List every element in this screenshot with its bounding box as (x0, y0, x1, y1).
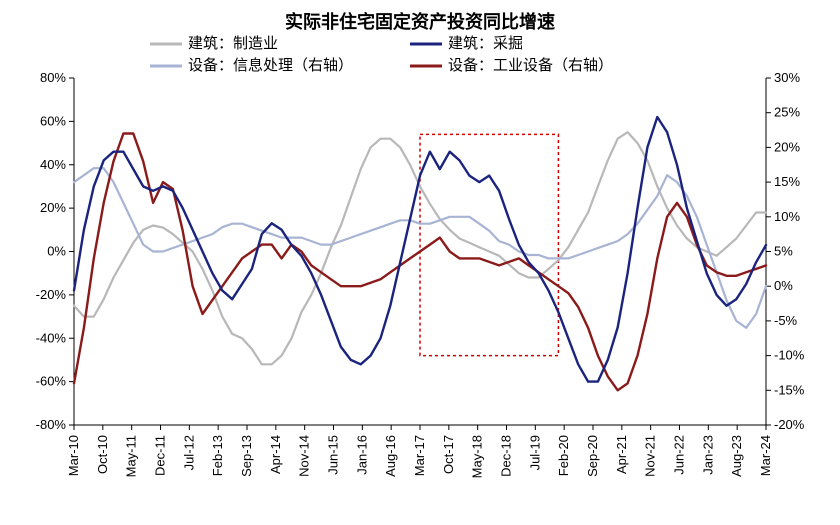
x-tick-label: Jul-19 (527, 435, 542, 470)
x-tick-label: Feb-20 (556, 435, 571, 476)
x-tick-label: Jan-16 (354, 435, 369, 475)
y-left-tick-label: 20% (40, 200, 66, 215)
line-chart: 实际非住宅固定资产投资同比增速建筑：制造业 建筑：采掘设备：信息处理（右轴） 设备：… (0, 0, 840, 525)
legend-label: 建筑：制造业 (188, 35, 278, 52)
x-tick-label: Apr-14 (268, 435, 283, 474)
x-tick-label: Nov-21 (643, 435, 658, 477)
y-axis-right: -20% -15% -10% -5% 0% 5% 10% 15% 20% 25% 30% (766, 70, 805, 432)
x-tick-label: Sep-20 (585, 435, 600, 477)
x-tick-label: Jun-15 (326, 435, 341, 475)
x-tick-label: Dec-18 (499, 435, 514, 477)
legend: 建筑：制造业 建筑：采掘设备：信息处理（右轴） 设备：工业设备（右轴） (150, 35, 613, 74)
series-industrial (74, 134, 766, 391)
chart-title: 实际非住宅固定资产投资同比增速 (285, 11, 555, 32)
y-right-tick-label: -15% (774, 382, 805, 397)
y-left-tick-label: -80% (36, 417, 67, 432)
y-right-tick-label: 20% (774, 139, 800, 154)
y-left-tick-label: 60% (40, 113, 66, 128)
y-right-tick-label: 10% (774, 209, 800, 224)
legend-label: 建筑：采掘 (448, 35, 523, 52)
x-tick-label: Apr-21 (614, 435, 629, 474)
x-tick-label: Oct-10 (95, 435, 110, 474)
legend-label: 设备：信息处理（右轴） (188, 57, 353, 74)
y-left-tick-label: 0% (47, 244, 66, 259)
y-right-tick-label: 0% (774, 278, 793, 293)
x-tick-label: Dec-11 (153, 435, 168, 476)
x-tick-label: Oct-17 (441, 435, 456, 474)
x-tick-label: Aug-16 (383, 435, 398, 477)
x-tick-label: Jul-12 (181, 435, 196, 470)
x-tick-label: Jan-23 (700, 435, 715, 475)
y-right-tick-label: 30% (774, 70, 800, 85)
x-tick-label: Sep-13 (239, 435, 254, 477)
y-left-tick-label: -40% (36, 330, 67, 345)
x-tick-label: Aug-23 (729, 435, 744, 477)
y-left-tick-label: 40% (40, 157, 66, 172)
x-axis: Mar-10 Oct-10 May-11 Dec-11 Jul-12 Feb-13 Sep-… (66, 425, 773, 478)
x-tick-label: Mar-10 (66, 435, 81, 476)
x-tick-label: May-11 (124, 435, 139, 477)
x-tick-label: Nov-14 (297, 435, 312, 477)
y-right-tick-label: -20% (774, 417, 805, 432)
x-tick-label: Mar-17 (412, 435, 427, 476)
y-right-tick-label: -5% (774, 313, 798, 328)
y-right-tick-label: 15% (774, 174, 800, 189)
y-left-tick-label: -60% (36, 374, 67, 389)
y-right-tick-label: 5% (774, 244, 793, 259)
legend-label: 设备：工业设备（右轴） (448, 57, 613, 74)
y-right-tick-label: 25% (774, 105, 800, 120)
y-left-tick-label: -20% (36, 287, 67, 302)
y-axis-left: -80% -60% -40% -20% 0% 20% 40% 60% 80% (36, 70, 74, 432)
y-left-tick-label: 80% (40, 70, 66, 85)
x-tick-label: Feb-13 (210, 435, 225, 476)
x-tick-label: Mar-24 (758, 435, 773, 476)
x-tick-label: May-18 (470, 435, 485, 478)
y-right-tick-label: -10% (774, 348, 805, 363)
x-tick-label: Jun-22 (672, 435, 687, 475)
